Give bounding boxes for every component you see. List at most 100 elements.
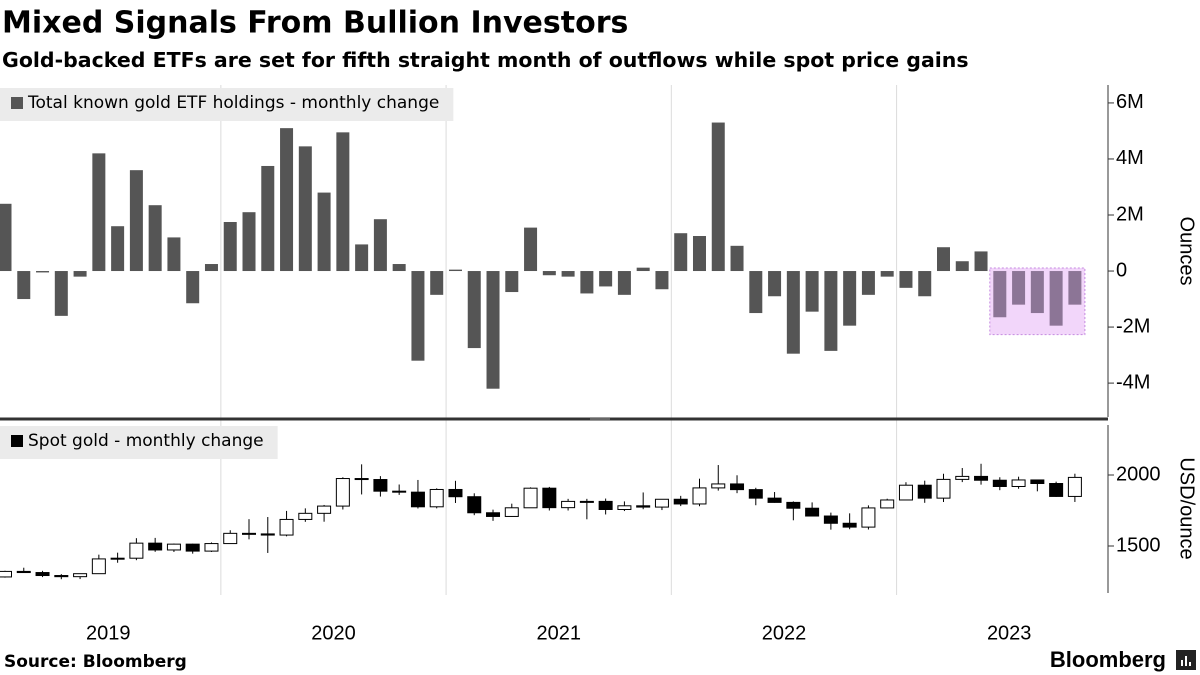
candle-body <box>523 487 538 509</box>
chart-title: Mixed Signals From Bullion Investors <box>2 6 628 41</box>
candle-body <box>861 507 876 528</box>
chart-subtitle: Gold-backed ETFs are set for fifth strai… <box>2 48 969 72</box>
candle-body <box>1030 479 1045 485</box>
candle-body <box>354 478 369 481</box>
candle-body <box>335 478 350 507</box>
y-tick-label: 2000 <box>1116 463 1161 485</box>
candle-body <box>730 483 745 491</box>
candle-body <box>711 483 726 489</box>
candle-body <box>955 475 970 480</box>
bar <box>392 264 406 272</box>
bar <box>711 122 725 272</box>
bar <box>486 271 500 389</box>
legend-label: Total known gold ETF holdings - monthly … <box>27 93 439 113</box>
candle-body <box>805 507 820 517</box>
y-tick-label: 2M <box>1116 203 1144 225</box>
candle-body <box>936 478 951 499</box>
candle-body <box>279 518 294 536</box>
bar <box>411 271 425 361</box>
x-tick-label: 2023 <box>987 622 1032 644</box>
bar <box>918 271 932 297</box>
bar <box>242 212 256 272</box>
candle-body <box>260 533 275 536</box>
bar <box>317 192 331 272</box>
legend-box <box>0 426 278 459</box>
bar <box>373 219 387 272</box>
bar <box>805 271 819 312</box>
bar <box>17 271 31 300</box>
candle-body <box>748 489 763 499</box>
candle-body <box>1011 479 1026 487</box>
bar <box>580 271 594 294</box>
bar <box>1049 271 1063 326</box>
candle-body <box>204 543 219 552</box>
bar <box>92 153 106 272</box>
y-tick-label: -4M <box>1116 371 1150 393</box>
candle-body <box>880 499 895 509</box>
bar <box>1030 271 1044 314</box>
candle-body <box>767 497 782 503</box>
bar <box>561 271 575 277</box>
grid <box>220 85 898 595</box>
brand: Bloomberg <box>1050 647 1166 672</box>
bar <box>824 271 838 351</box>
candle-body <box>542 487 557 509</box>
brand-icon <box>1176 650 1196 670</box>
y-axis-title: Ounces <box>1176 217 1198 286</box>
bar <box>73 271 87 277</box>
candle-body <box>692 487 707 505</box>
candle-body <box>898 484 913 501</box>
candle-body <box>110 557 125 560</box>
y-tick-label: 4M <box>1116 147 1144 169</box>
candle-body <box>598 500 613 510</box>
candle-body <box>392 490 407 493</box>
candle-body <box>823 515 838 524</box>
legend: Spot gold - monthly change <box>0 426 278 459</box>
bar <box>280 128 294 272</box>
y-tick-label: -2M <box>1116 315 1150 337</box>
x-tick-label: 2021 <box>536 622 581 644</box>
candle-body <box>317 505 332 514</box>
bar <box>0 203 12 272</box>
candle-body <box>486 512 501 517</box>
legend-label: Spot gold - monthly change <box>28 431 264 451</box>
bar <box>111 226 125 272</box>
candle-body <box>917 484 932 499</box>
x-tick-label: 2020 <box>311 622 356 644</box>
candle-body <box>1049 483 1064 497</box>
bar <box>355 244 369 272</box>
candle-body <box>992 479 1007 487</box>
candle-body <box>974 475 989 481</box>
bar <box>880 271 894 277</box>
candle-body <box>91 558 106 575</box>
candle-body <box>467 496 482 514</box>
bar <box>298 146 312 272</box>
candle-body <box>579 500 594 503</box>
candle-body <box>223 532 238 545</box>
bar <box>524 227 538 272</box>
y-tick-label: 0 <box>1116 259 1127 281</box>
legend: Total known gold ETF holdings - monthly … <box>0 88 454 121</box>
bar <box>223 222 237 272</box>
bar <box>186 271 200 304</box>
bar <box>899 271 913 288</box>
candle-body <box>242 532 257 535</box>
bar <box>974 251 988 272</box>
bar <box>955 261 969 272</box>
bar <box>786 271 800 354</box>
marks <box>0 122 1082 389</box>
bar <box>336 132 350 272</box>
legend-swatch <box>11 97 23 109</box>
bar <box>448 269 462 272</box>
bar <box>993 271 1007 318</box>
bar <box>36 271 50 273</box>
candle-body <box>166 543 181 551</box>
bar <box>599 271 613 287</box>
bar <box>655 271 669 290</box>
y-axis-title: USD/ounce <box>1176 457 1198 559</box>
candle-body <box>0 570 12 578</box>
candle-body <box>16 570 31 574</box>
bar <box>1068 271 1082 305</box>
candle-body <box>129 542 144 559</box>
